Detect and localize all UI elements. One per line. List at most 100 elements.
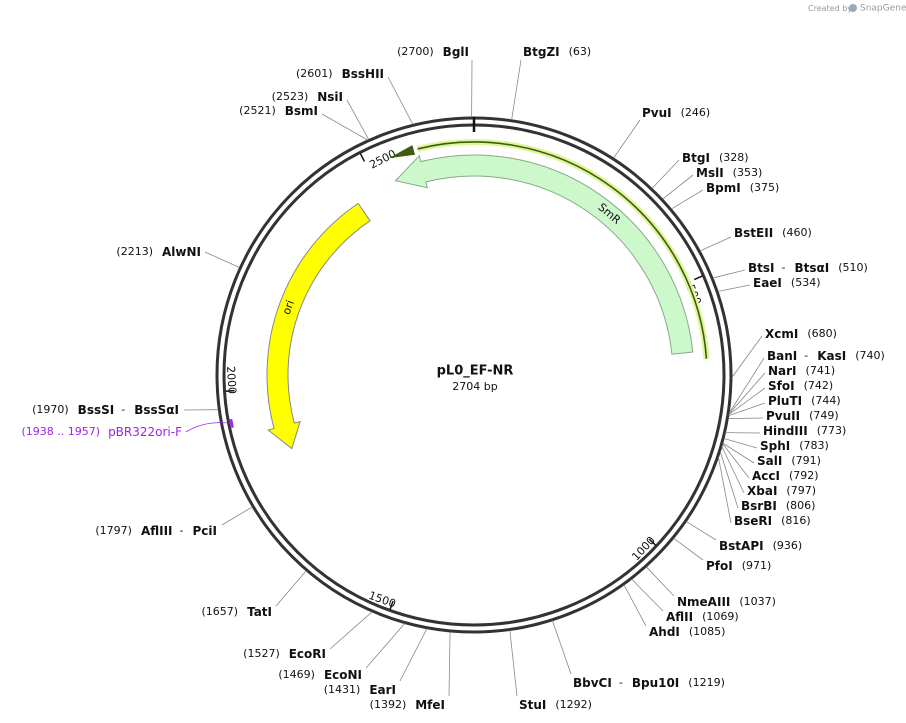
site-name: BssSI: [78, 403, 115, 417]
orf-head: [388, 145, 415, 159]
separator: -: [121, 403, 125, 416]
site-leader: [651, 159, 680, 189]
scale-tick: [225, 389, 235, 392]
site-position: (680): [807, 327, 837, 340]
smr-arrow: [394, 154, 694, 355]
site-leader: [221, 506, 253, 526]
scale-tick: [648, 538, 657, 546]
site-position: (1392): [370, 698, 407, 711]
site-name: PfoI: [706, 559, 733, 573]
site-label: BstEII (460): [734, 226, 812, 240]
site-label: XbaI (797): [747, 484, 816, 498]
scale-tick: [359, 153, 366, 162]
site-name: BssSαI: [134, 403, 179, 417]
site-label: AflII (1069): [666, 610, 739, 624]
site-label: (1392) MfeI: [370, 698, 445, 712]
site-leader: [399, 628, 428, 682]
site-position: (1292): [555, 698, 592, 711]
primer-label: (1938 .. 1957) pBR322ori-F: [22, 425, 183, 439]
site-name: NsiI: [317, 90, 343, 104]
site-position: (1037): [739, 595, 776, 608]
site-position: (936): [773, 539, 803, 552]
site-label: BtgI (328): [682, 151, 749, 165]
site-label: (1970) BssSI - BssSαI: [32, 403, 179, 417]
scale-tick-label: 2500: [367, 147, 398, 171]
watermark-prefix: Created by: [808, 4, 852, 13]
site-position: (971): [742, 559, 772, 572]
site-leader: [671, 189, 704, 210]
site-leader: [623, 584, 647, 627]
site-name: MslI: [696, 166, 724, 180]
site-position: (1657): [201, 605, 238, 618]
ori-arrow: [266, 202, 371, 450]
site-leader: [511, 59, 522, 120]
site-leader: [346, 99, 370, 140]
separator: -: [804, 349, 808, 362]
site-position: (2523): [272, 90, 309, 103]
site-label: AccI (792): [752, 469, 819, 483]
site-position: (1970): [32, 403, 69, 416]
site-position: (740): [855, 349, 885, 362]
primer-leader: [185, 422, 232, 433]
site-label: BtgZI (63): [523, 45, 591, 59]
site-leader: [722, 443, 750, 479]
site-position: (328): [719, 151, 749, 164]
site-name: AlwNI: [162, 245, 201, 259]
site-name: BssHII: [342, 67, 384, 81]
site-leader: [719, 451, 739, 509]
site-name: EarI: [369, 683, 396, 697]
site-label: BsrBI (806): [741, 499, 815, 513]
site-label: PluTI (744): [768, 394, 841, 408]
site-name: XbaI: [747, 484, 777, 498]
site-leader: [646, 566, 675, 597]
site-leader: [365, 623, 406, 669]
site-label: BanI - KasI (740): [767, 349, 885, 363]
site-name: BtsαI: [794, 261, 829, 275]
site-name: BstAPI: [719, 539, 764, 553]
site-leader: [387, 76, 414, 125]
site-name: AhdI: [649, 625, 680, 639]
site-name: BsmI: [285, 104, 318, 118]
watermark-logo: [849, 4, 857, 12]
site-name: SalI: [757, 454, 782, 468]
site-name: NmeAIII: [677, 595, 730, 609]
site-leader: [631, 578, 664, 612]
site-leader: [700, 236, 732, 252]
separator: -: [180, 524, 184, 537]
site-position: (1069): [702, 610, 739, 623]
site-position: (783): [799, 439, 829, 452]
site-position: (1527): [243, 647, 280, 660]
site-position: (792): [789, 469, 819, 482]
plasmid-length: 2704 bp: [452, 380, 497, 393]
site-leader: [728, 402, 766, 416]
site-label: NarI (741): [768, 364, 835, 378]
site-label: SphI (783): [760, 439, 829, 453]
site-name: BtgI: [682, 151, 710, 165]
site-name: KasI: [817, 349, 846, 363]
site-position: (460): [782, 226, 812, 239]
site-position: (742): [804, 379, 834, 392]
site-name: AflII: [666, 610, 693, 624]
site-position: (1219): [688, 676, 725, 689]
site-name: MfeI: [415, 698, 445, 712]
feature-label: ori: [280, 299, 297, 317]
site-position: (791): [791, 454, 821, 467]
scale-tick: [693, 275, 703, 281]
site-name: AccI: [752, 469, 780, 483]
site-leader: [718, 284, 751, 292]
site-position: (353): [733, 166, 763, 179]
site-label: EaeI (534): [753, 276, 821, 290]
site-leader: [509, 630, 518, 697]
site-name: BbvCI: [573, 676, 612, 690]
site-position: (741): [806, 364, 836, 377]
site-name: BstEII: [734, 226, 773, 240]
site-label: StuI (1292): [519, 698, 592, 712]
site-position: (2213): [116, 245, 153, 258]
site-label: XcmI (680): [765, 327, 837, 341]
site-position: (246): [681, 106, 711, 119]
site-leader: [552, 620, 572, 675]
site-name: PvuI: [642, 106, 672, 120]
watermark: Created by: [808, 4, 852, 13]
primer-range: (1938 .. 1957): [22, 425, 101, 438]
site-label: (2601) BssHII: [296, 67, 384, 81]
